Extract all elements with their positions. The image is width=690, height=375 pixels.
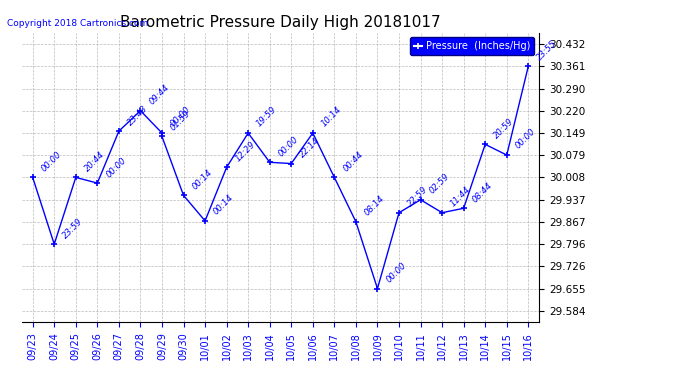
Text: 00:44: 00:44 bbox=[342, 150, 365, 173]
Text: 00:14: 00:14 bbox=[212, 193, 235, 217]
Text: 00:00: 00:00 bbox=[277, 135, 300, 158]
Text: 00:00: 00:00 bbox=[384, 261, 408, 284]
Text: 23:59: 23:59 bbox=[61, 216, 85, 240]
Text: 19:59: 19:59 bbox=[255, 105, 279, 129]
Text: 00:00: 00:00 bbox=[104, 155, 128, 179]
Text: Copyright 2018 Cartronics.com: Copyright 2018 Cartronics.com bbox=[7, 19, 148, 28]
Text: 08:44: 08:44 bbox=[471, 180, 494, 204]
Text: 01:59: 01:59 bbox=[169, 109, 193, 132]
Text: 00:00: 00:00 bbox=[169, 105, 193, 129]
Legend: Pressure  (Inches/Hg): Pressure (Inches/Hg) bbox=[411, 38, 534, 55]
Text: 09:44: 09:44 bbox=[148, 83, 171, 106]
Text: 00:00: 00:00 bbox=[513, 127, 538, 151]
Text: 20:59: 20:59 bbox=[492, 117, 515, 140]
Text: 23:43: 23:43 bbox=[126, 104, 150, 127]
Text: 02:59: 02:59 bbox=[428, 172, 451, 196]
Title: Barometric Pressure Daily High 20181017: Barometric Pressure Daily High 20181017 bbox=[120, 15, 441, 30]
Text: 22:59: 22:59 bbox=[406, 185, 430, 209]
Text: 23:55: 23:55 bbox=[535, 39, 559, 62]
Text: 08:14: 08:14 bbox=[363, 194, 386, 217]
Text: 00:14: 00:14 bbox=[190, 168, 214, 191]
Text: 22:14: 22:14 bbox=[298, 136, 322, 159]
Text: 20:44: 20:44 bbox=[83, 150, 106, 173]
Text: 00:00: 00:00 bbox=[39, 150, 63, 173]
Text: 12:29: 12:29 bbox=[233, 140, 257, 163]
Text: 11:44: 11:44 bbox=[449, 185, 473, 209]
Text: 10:14: 10:14 bbox=[319, 105, 344, 129]
